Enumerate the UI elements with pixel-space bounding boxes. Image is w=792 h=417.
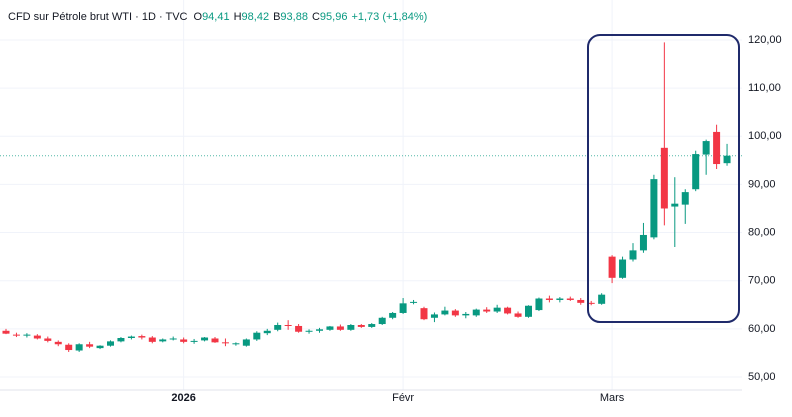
candle-body (639, 234, 647, 251)
candles (2, 42, 731, 352)
legend-change: +1,73 (+1,84%) (351, 11, 427, 23)
candle-body (316, 329, 323, 331)
candle-body (33, 335, 41, 339)
legend-ohlc-value: 94,41 (202, 11, 230, 23)
candle-body (169, 338, 177, 340)
legend-ohlc-label: H (234, 11, 242, 23)
candle-body (713, 131, 721, 165)
y-tick-label: 80,00 (748, 226, 776, 238)
candle-body (263, 330, 271, 334)
candle-body (347, 325, 355, 330)
y-tick-label: 70,00 (748, 275, 776, 287)
candle-body (378, 317, 386, 325)
candle-body (86, 344, 94, 347)
y-tick-label: 100,00 (748, 130, 782, 142)
candle-body (545, 298, 553, 300)
legend-ohlc-label: O (194, 11, 203, 23)
y-tick-label: 120,00 (748, 34, 782, 46)
candle-body (357, 325, 365, 327)
candle-body (65, 344, 73, 351)
candle-body (451, 310, 459, 316)
candle-body (117, 338, 125, 342)
legend-symbol: CFD sur Pétrole brut WTI · 1D · TVC (8, 11, 188, 23)
candle-body (462, 313, 470, 316)
legend-ohlc-label: C (312, 11, 320, 23)
candle-body (681, 192, 689, 205)
candle-body (608, 256, 616, 278)
candle-body (54, 341, 62, 345)
legend-ohlc-value: 93,88 (280, 11, 308, 23)
candle-body (629, 250, 637, 260)
y-tick-label: 90,00 (748, 178, 776, 190)
candle-body (504, 307, 512, 314)
highlight-box (587, 34, 740, 323)
candle-body (221, 342, 229, 344)
candle-body (180, 339, 188, 342)
candle-body (12, 334, 20, 336)
candle-body (723, 155, 731, 164)
candle-body (525, 305, 532, 317)
candle-body (232, 343, 240, 345)
candle-body (295, 325, 303, 332)
candle-body (483, 309, 491, 312)
legend: CFD sur Pétrole brut WTI · 1D · TVC O94,4… (8, 11, 427, 23)
candle-body (159, 339, 167, 342)
candle-body (368, 324, 376, 327)
candle-body (253, 332, 261, 340)
candle-body (44, 338, 52, 341)
candle-body (671, 203, 679, 207)
candle-body (472, 309, 480, 316)
candle-body (535, 298, 543, 311)
legend-ohlc-value: 98,42 (242, 11, 270, 23)
x-tick-label: Févr (392, 392, 414, 404)
candle-body (389, 312, 397, 318)
candle-body (201, 337, 209, 341)
grid (0, 0, 742, 390)
candle-body (598, 294, 606, 304)
candle-body (493, 307, 501, 312)
candle-body (692, 154, 700, 190)
legend-ohlc-value: 95,96 (320, 11, 348, 23)
candle-body (305, 330, 313, 332)
x-tick-label: 2026 (171, 392, 195, 404)
candle-body (556, 298, 564, 300)
candle-body (420, 308, 428, 320)
y-tick-label: 50,00 (748, 371, 776, 383)
candle-body (619, 259, 627, 278)
candle-body (326, 326, 334, 330)
candle-body (190, 340, 198, 342)
candle-body (336, 326, 344, 330)
y-tick-label: 60,00 (748, 323, 776, 335)
candle-body (127, 336, 135, 338)
x-tick-label: Mars (600, 392, 625, 404)
candle-body (284, 325, 292, 326)
candle-body (514, 313, 522, 317)
candle-body (148, 337, 156, 342)
candle-body (107, 341, 114, 346)
candle-body (566, 298, 574, 300)
legend-ohlc-label: B (273, 11, 280, 23)
candle-body (211, 338, 219, 343)
candle-body (96, 345, 104, 349)
candle-body (577, 299, 585, 303)
candle-body (274, 325, 282, 330)
candle-body (430, 314, 438, 318)
candle-body (75, 344, 83, 351)
candle-body (702, 141, 710, 155)
candle-body (587, 302, 595, 304)
candle-body (660, 147, 668, 209)
candle-body (441, 310, 449, 315)
candle-body (242, 339, 250, 346)
candle-body (2, 330, 10, 334)
candle-body (138, 336, 146, 338)
candle-body (23, 334, 31, 336)
candle-body (650, 179, 658, 238)
y-tick-label: 110,00 (748, 82, 781, 94)
candle-body (399, 303, 407, 313)
candle-body (410, 301, 418, 303)
